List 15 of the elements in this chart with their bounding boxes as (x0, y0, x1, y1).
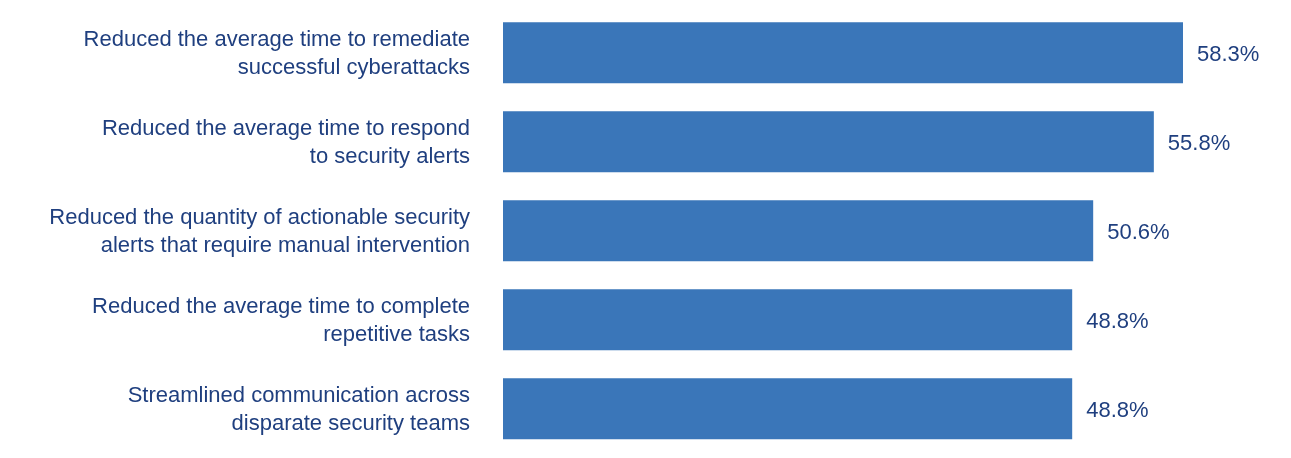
bar (503, 378, 1073, 440)
y-tick-label: Reduced the average time to remediate successful cyberattacks (83, 25, 470, 79)
y-tick-label: Reduced the quantity of actionable security alerts that require manual intervention (49, 203, 470, 257)
bar (503, 22, 1183, 84)
data-label: 58.3% (1197, 40, 1260, 66)
data-label: 55.8% (1167, 129, 1231, 155)
bar (503, 289, 1073, 351)
bar (503, 200, 1094, 262)
y-tick-label: Reduced the average time to respond to security alerts (101, 114, 470, 168)
data-label: 48.8% (1086, 307, 1149, 333)
bar (503, 111, 1154, 173)
y-tick-label: Reduced the average time to complete repetitive tasks (92, 292, 470, 346)
y-tick-label: Streamlined communication across disparate security teams (127, 381, 470, 435)
data-label: 50.6% (1107, 218, 1170, 244)
data-label: 48.8% (1086, 396, 1149, 422)
